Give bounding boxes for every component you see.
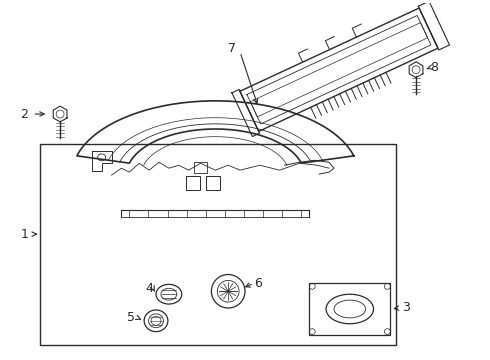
Text: 1: 1 — [21, 228, 28, 240]
Bar — [309, 283, 391, 334]
Text: 5: 5 — [127, 311, 135, 324]
Bar — [186, 176, 199, 190]
Bar — [194, 162, 207, 173]
Text: 4: 4 — [145, 282, 153, 295]
Bar — [40, 144, 396, 345]
Text: 7: 7 — [228, 41, 236, 55]
Text: 8: 8 — [430, 61, 438, 74]
Bar — [206, 176, 220, 190]
Text: 6: 6 — [254, 277, 262, 290]
Text: 3: 3 — [402, 301, 410, 315]
Text: 2: 2 — [21, 108, 28, 121]
